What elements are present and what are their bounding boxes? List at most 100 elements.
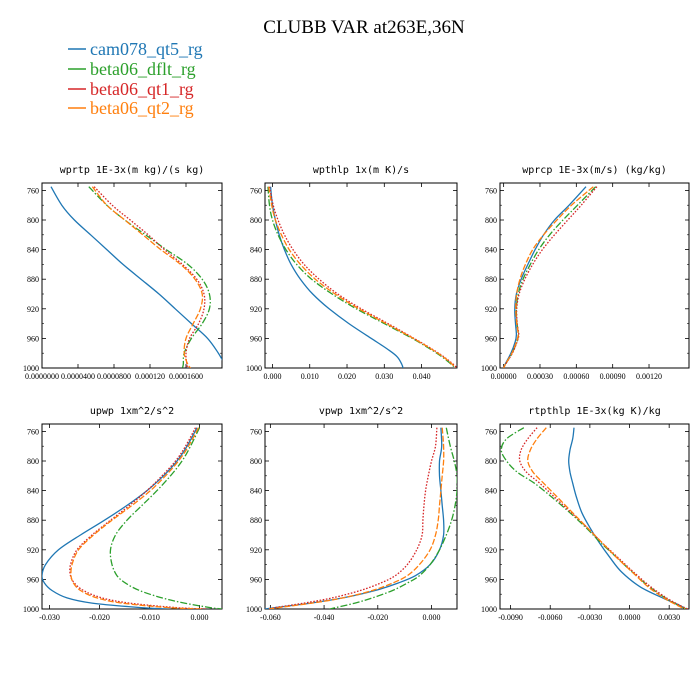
series-line-beta06_dflt_rg [503,186,597,368]
y-tick-label: 840 [485,246,497,255]
x-tick-label: 0.0000400 [61,372,95,381]
profile-panel: wprcp 1E-3x(m/s) (kg/kg) 760 800 840 880 920 9… [481,165,690,381]
y-tick-label: 880 [250,275,262,284]
y-tick-label: 960 [27,334,39,343]
x-tick-label: -0.0060 [538,613,563,622]
x-tick-label: -0.040 [314,613,335,622]
y-tick-label: 880 [250,516,262,525]
y-tick-label: 800 [27,457,39,466]
legend-entry: beta06_qt2_rg [68,98,194,118]
y-tick-label: 840 [27,487,39,496]
plot-frame [499,423,690,610]
series-line-beta06_qt1_rg [69,427,208,609]
x-tick-label: 0.030 [375,372,393,381]
y-tick-label: 880 [27,275,39,284]
y-tick-label: 960 [485,334,497,343]
x-tick-label: 0.000120 [135,372,165,381]
x-tick-label: -0.010 [139,613,160,622]
x-tick-label: 0.0000 [619,613,641,622]
series-line-cam078_qt5_rg [269,186,404,368]
y-tick-label: 760 [250,427,262,436]
y-tick-label: 800 [485,216,497,225]
profile-panel: wprtp 1E-3x(m kg)/(s kg) 760 800 840 880 920 9… [23,165,223,381]
x-tick-label: 0.010 [301,372,319,381]
legend-entry: beta06_qt1_rg [68,79,194,99]
y-tick-label: 1000 [246,364,262,373]
plot-frame [41,423,223,610]
panel-title: rtpthlp 1E-3x(kg K)/kg [528,406,660,417]
y-tick-label: 920 [250,546,262,555]
panel-title: wpthlp 1x(m K)/s [313,165,409,176]
y-tick-label: 960 [250,575,262,584]
x-tick-label: -0.0090 [498,613,523,622]
y-tick-label: 760 [250,186,262,195]
x-tick-label: 0.00000 [491,372,517,381]
x-tick-label: 0.000 [263,372,281,381]
series-line-beta06_qt1_rg [267,427,438,609]
y-tick-label: 1000 [481,605,497,614]
legend-entry: cam078_qt5_rg [68,39,203,59]
series-line-beta06_dflt_rg [88,186,211,368]
series-line-beta06_qt2_rg [70,427,203,609]
y-tick-label: 800 [485,457,497,466]
plot-frame [264,182,458,369]
series-line-beta06_qt1_rg [268,186,457,368]
y-tick-label: 840 [27,246,39,255]
y-tick-label: 880 [27,516,39,525]
series-line-beta06_qt2_rg [91,186,204,368]
legend-label: beta06_qt1_rg [90,79,194,99]
y-tick-label: 760 [485,427,497,436]
series-line-cam078_qt5_rg [568,427,686,609]
series-line-beta06_qt2_rg [268,427,445,609]
x-tick-label: 0.040 [413,372,431,381]
series-line-cam078_qt5_rg [265,427,445,609]
profile-panel: wpthlp 1x(m K)/s76080084088092096010000.… [246,165,458,381]
x-tick-label: -0.0030 [578,613,603,622]
plot-frame [264,423,458,610]
series-line-beta06_qt1_rg [93,186,206,368]
series-line-beta06_dflt_rg [500,427,687,609]
series-line-cam078_qt5_rg [50,186,222,361]
legend-label: beta06_dflt_rg [90,59,196,79]
y-tick-label: 800 [250,457,262,466]
x-tick-label: -0.020 [89,613,110,622]
y-tick-label: 840 [250,487,262,496]
figure-title: CLUBB VAR at263E,36N [263,17,465,38]
y-tick-label: 800 [250,216,262,225]
legend: cam078_qt5_rg beta06_dflt_rg beta06_qt1_… [68,39,203,118]
y-tick-label: 880 [485,516,497,525]
y-tick-label: 920 [485,546,497,555]
y-tick-label: 920 [27,546,39,555]
y-tick-label: 840 [250,246,262,255]
series-line-cam078_qt5_rg [503,186,587,368]
x-tick-label: -0.020 [367,613,388,622]
x-tick-label: -0.030 [39,613,60,622]
x-tick-label: 0.020 [338,372,356,381]
panel-title: vpwp 1xm^2/s^2 [319,406,403,417]
y-tick-label: 920 [27,305,39,314]
panel-title: wprcp 1E-3x(m/s) (kg/kg) [522,165,667,176]
y-tick-label: 800 [27,216,39,225]
y-tick-label: 760 [485,186,497,195]
x-tick-label: 0.00030 [527,372,553,381]
panel-grid: wprtp 1E-3x(m kg)/(s kg) 760 800 840 880 920 9… [23,165,690,622]
x-tick-label: 0.0030 [658,613,680,622]
x-tick-label: 0.000 [422,613,440,622]
y-tick-label: 960 [485,575,497,584]
series-line-beta06_dflt_rg [109,427,222,609]
y-tick-label: 880 [485,275,497,284]
x-tick-label: 0.0001600 [169,372,203,381]
panel-title: wprtp 1E-3x(m kg)/(s kg) [60,165,205,176]
legend-label: cam078_qt5_rg [90,39,203,59]
y-tick-label: 920 [250,305,262,314]
x-tick-label: 0.000 [191,613,209,622]
panel-title: upwp 1xm^2/s^2 [90,406,174,417]
series-line-beta06_dflt_rg [267,186,456,368]
series-line-cam078_qt5_rg [42,427,198,609]
y-tick-label: 760 [27,427,39,436]
y-tick-label: 1000 [23,364,39,373]
y-tick-label: 760 [27,186,39,195]
profile-panel: rtpthlp 1E-3x(kg K)/kg 760 800 840 880 920 960… [481,406,690,622]
series-line-beta06_qt1_rg [518,427,688,609]
